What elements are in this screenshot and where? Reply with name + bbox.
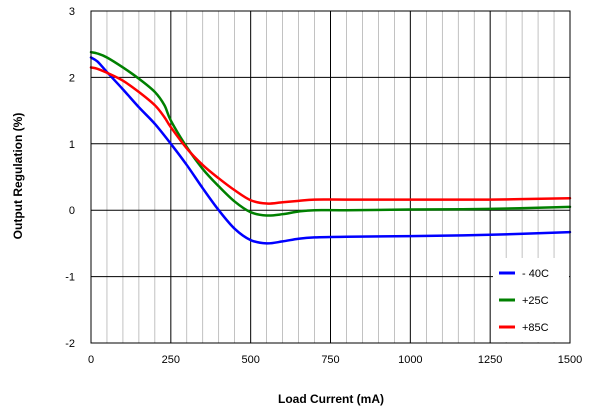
- series-line-1: [89, 56, 572, 245]
- x-tick-label: 0: [88, 354, 94, 366]
- x-tick-label: 500: [241, 354, 259, 366]
- legend: - 40C +25C +85C: [493, 258, 569, 342]
- legend-label: +85C: [522, 322, 549, 334]
- y-tick-label: 2: [69, 72, 75, 84]
- series-line-3: [89, 66, 572, 205]
- legend-label: +25C: [522, 295, 549, 307]
- y-tick-label: 3: [69, 6, 75, 18]
- x-tick-label: 1250: [478, 354, 502, 366]
- y-tick-label: -2: [65, 338, 75, 350]
- series-lines: [89, 50, 572, 245]
- x-tick-label: 750: [321, 354, 339, 366]
- y-tick-label: 0: [69, 205, 75, 217]
- tick-labels: 0 250 500 750 1000 1250 1500 -2 -1 0 1 2 3: [65, 6, 582, 366]
- y-tick-label: 1: [69, 139, 75, 151]
- plot-frame: [90, 10, 571, 344]
- series-line-2: [89, 50, 572, 217]
- x-tick-label: 1500: [558, 354, 582, 366]
- plot-border: [90, 10, 571, 344]
- y-tick-label: -1: [65, 272, 75, 284]
- legend-label: - 40C: [522, 268, 549, 280]
- y-axis-title: Output Regulation (%): [11, 113, 25, 240]
- x-axis-title: Load Current (mA): [278, 392, 384, 406]
- x-tick-label: 1000: [398, 354, 422, 366]
- x-tick-label: 250: [162, 354, 180, 366]
